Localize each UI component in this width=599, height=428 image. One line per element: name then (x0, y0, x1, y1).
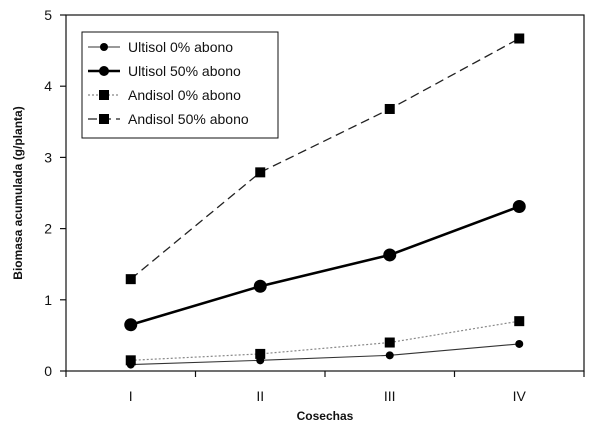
y-tick-label: 5 (44, 7, 52, 23)
y-tick-label: 4 (44, 78, 52, 94)
legend-marker (100, 43, 108, 51)
data-point (384, 337, 395, 348)
data-point (514, 33, 525, 44)
legend: Ultisol 0% abono Ultisol 50% abono Andisol… (81, 31, 279, 139)
x-tick-label: III (384, 388, 396, 404)
y-tick-label: 2 (44, 221, 52, 237)
y-tick-label: 1 (44, 292, 52, 308)
y-tick-label: 0 (44, 363, 52, 379)
x-tick-label: IV (513, 388, 527, 404)
x-tick-label: II (256, 388, 264, 404)
series-line-2 (130, 205, 520, 326)
legend-label: Andisol 50% abono (128, 111, 249, 127)
data-point (514, 316, 525, 327)
data-point (125, 355, 136, 366)
legend-label: Ultisol 50% abono (128, 63, 241, 79)
data-point (125, 274, 136, 285)
data-point (383, 248, 397, 262)
data-point (515, 339, 524, 348)
legend-box (81, 31, 279, 139)
y-tick-label: 3 (44, 149, 52, 165)
legend-label: Ultisol 0% abono (128, 39, 233, 55)
legend-label: Andisol 0% abono (128, 87, 241, 103)
data-point (255, 167, 266, 178)
legend-marker (99, 90, 109, 100)
series-line-3 (130, 320, 520, 361)
x-tick-label: I (129, 388, 133, 404)
data-point (253, 279, 267, 293)
series-markers (124, 33, 526, 369)
data-point (124, 318, 138, 332)
x-axis-title: Cosechas (297, 409, 354, 423)
y-axis-title: Biomasa acumulada (g/planta) (11, 106, 25, 279)
data-point (512, 200, 526, 214)
series-line-4 (130, 37, 520, 280)
data-point (384, 103, 395, 114)
data-point (385, 351, 394, 360)
series-line-1 (130, 343, 520, 366)
legend-marker (99, 66, 109, 76)
legend-marker (99, 114, 109, 124)
series-lines (130, 37, 520, 366)
data-point (255, 348, 266, 359)
